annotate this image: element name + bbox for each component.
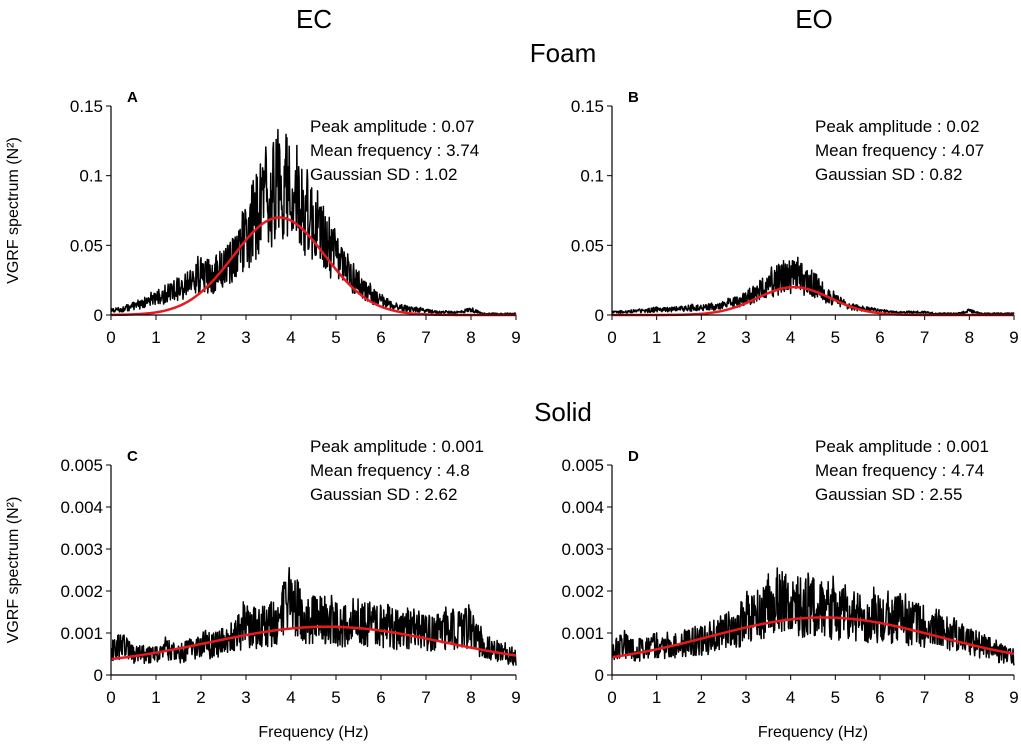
panel-d: D Frequency (Hz) 0 0.001 0.002 0.003 0.004 0.00… bbox=[561, 437, 1018, 741]
y-tick-label: 0.001 bbox=[60, 624, 103, 643]
y-tick-label: 0 bbox=[94, 306, 103, 325]
x-tick-label: 7 bbox=[421, 328, 430, 347]
panel-c: C VGRF spectrum (N²) Frequency (Hz) 0 0.001 0… bbox=[5, 437, 521, 741]
spectrum-line bbox=[611, 567, 1015, 666]
y-tick-label: 0.05 bbox=[70, 236, 103, 255]
panel-letter: B bbox=[628, 89, 639, 106]
x-tick-label: 8 bbox=[965, 328, 974, 347]
stats-annotation: Gaussian SD : 0.82 bbox=[815, 165, 962, 184]
stats-annotation: Mean frequency : 4.07 bbox=[815, 141, 984, 160]
y-tick-label: 0.005 bbox=[60, 456, 103, 475]
x-tick-label: 1 bbox=[151, 328, 160, 347]
y-tick-label: 0.005 bbox=[561, 456, 604, 475]
column-title-ec: EC bbox=[296, 4, 332, 34]
y-tick-label: 0 bbox=[94, 666, 103, 685]
panel-letter: C bbox=[127, 448, 138, 465]
stats-annotation: Peak amplitude : 0.001 bbox=[815, 437, 989, 456]
y-tick-label: 0.1 bbox=[79, 167, 103, 186]
y-tick-label: 0.002 bbox=[60, 582, 103, 601]
x-axis-label: Frequency (Hz) bbox=[758, 724, 868, 741]
x-tick-label: 3 bbox=[741, 328, 750, 347]
y-tick-label: 0 bbox=[595, 306, 604, 325]
x-tick-label: 1 bbox=[652, 688, 661, 707]
gaussian-fit-line bbox=[611, 616, 1015, 659]
y-tick-label: 0.15 bbox=[571, 97, 604, 116]
x-tick-label: 0 bbox=[106, 688, 115, 707]
x-tick-label: 4 bbox=[786, 328, 795, 347]
stats-annotation: Mean frequency : 4.74 bbox=[815, 461, 984, 480]
x-tick-label: 4 bbox=[286, 328, 295, 347]
x-tick-label: 9 bbox=[1009, 688, 1018, 707]
x-tick-label: 3 bbox=[241, 328, 250, 347]
x-tick-label: 6 bbox=[376, 328, 385, 347]
x-tick-label: 0 bbox=[607, 328, 616, 347]
y-tick-label: 0.004 bbox=[561, 498, 604, 517]
stats-annotation: Gaussian SD : 2.55 bbox=[815, 485, 962, 504]
x-tick-label: 9 bbox=[1009, 328, 1018, 347]
gaussian-fit-line bbox=[612, 285, 1014, 317]
y-tick-label: 0.05 bbox=[571, 236, 604, 255]
stats-annotation: Mean frequency : 3.74 bbox=[310, 141, 479, 160]
stats-annotation: Gaussian SD : 2.62 bbox=[310, 485, 457, 504]
x-tick-label: 7 bbox=[920, 688, 929, 707]
x-tick-label: 0 bbox=[106, 328, 115, 347]
row-title-foam: Foam bbox=[530, 38, 596, 68]
y-tick-label: 0.003 bbox=[60, 540, 103, 559]
x-tick-label: 2 bbox=[697, 328, 706, 347]
x-tick-label: 1 bbox=[151, 688, 160, 707]
y-axis-label: VGRF spectrum (N²) bbox=[5, 497, 22, 644]
column-title-eo: EO bbox=[795, 4, 833, 34]
x-tick-label: 2 bbox=[697, 688, 706, 707]
stats-annotation: Mean frequency : 4.8 bbox=[310, 461, 470, 480]
stats-annotation: Peak amplitude : 0.001 bbox=[310, 437, 484, 456]
y-tick-label: 0.003 bbox=[561, 540, 604, 559]
y-tick-label: 0.004 bbox=[60, 498, 103, 517]
y-tick-label: 0 bbox=[595, 666, 604, 685]
x-tick-label: 5 bbox=[831, 328, 840, 347]
x-tick-label: 8 bbox=[466, 688, 475, 707]
x-tick-label: 3 bbox=[741, 688, 750, 707]
y-axis-label: VGRF spectrum (N²) bbox=[5, 137, 22, 284]
x-tick-label: 5 bbox=[331, 688, 340, 707]
row-title-solid: Solid bbox=[534, 397, 592, 427]
x-tick-label: 6 bbox=[376, 688, 385, 707]
x-tick-label: 6 bbox=[875, 688, 884, 707]
y-tick-label: 0.1 bbox=[580, 167, 604, 186]
x-tick-label: 7 bbox=[421, 688, 430, 707]
x-tick-label: 0 bbox=[607, 688, 616, 707]
panel-letter: D bbox=[628, 448, 639, 465]
y-tick-label: 0.15 bbox=[70, 97, 103, 116]
gaussian-fit-line bbox=[110, 625, 517, 661]
y-tick-label: 0.001 bbox=[561, 624, 604, 643]
stats-annotation: Gaussian SD : 1.02 bbox=[310, 165, 457, 184]
x-tick-label: 9 bbox=[511, 328, 520, 347]
x-tick-label: 6 bbox=[875, 328, 884, 347]
x-tick-label: 8 bbox=[965, 688, 974, 707]
panel-b: B 0 0.05 0.1 0.15 0 1 2 3 4 5 6 7 8 9 Peak amplitude : … bbox=[571, 89, 1019, 347]
stats-annotation: Peak amplitude : 0.02 bbox=[815, 117, 979, 136]
stats-annotation: Peak amplitude : 0.07 bbox=[310, 117, 474, 136]
spectrum-line bbox=[611, 256, 1015, 315]
x-tick-label: 8 bbox=[466, 328, 475, 347]
y-tick-label: 0.002 bbox=[561, 582, 604, 601]
panel-a: A VGRF spectrum (N²) 0 0.05 0.1 0.15 0 1 2 3 4 5 6 7 8… bbox=[5, 89, 521, 347]
x-tick-label: 5 bbox=[831, 688, 840, 707]
x-tick-label: 3 bbox=[241, 688, 250, 707]
panel-letter: A bbox=[127, 89, 138, 106]
x-tick-label: 2 bbox=[196, 328, 205, 347]
x-tick-label: 2 bbox=[196, 688, 205, 707]
x-tick-label: 1 bbox=[652, 328, 661, 347]
x-tick-label: 4 bbox=[786, 688, 795, 707]
x-axis-label: Frequency (Hz) bbox=[258, 724, 368, 741]
x-tick-label: 7 bbox=[920, 328, 929, 347]
x-tick-label: 5 bbox=[331, 328, 340, 347]
x-tick-label: 9 bbox=[511, 688, 520, 707]
x-tick-label: 4 bbox=[286, 688, 295, 707]
